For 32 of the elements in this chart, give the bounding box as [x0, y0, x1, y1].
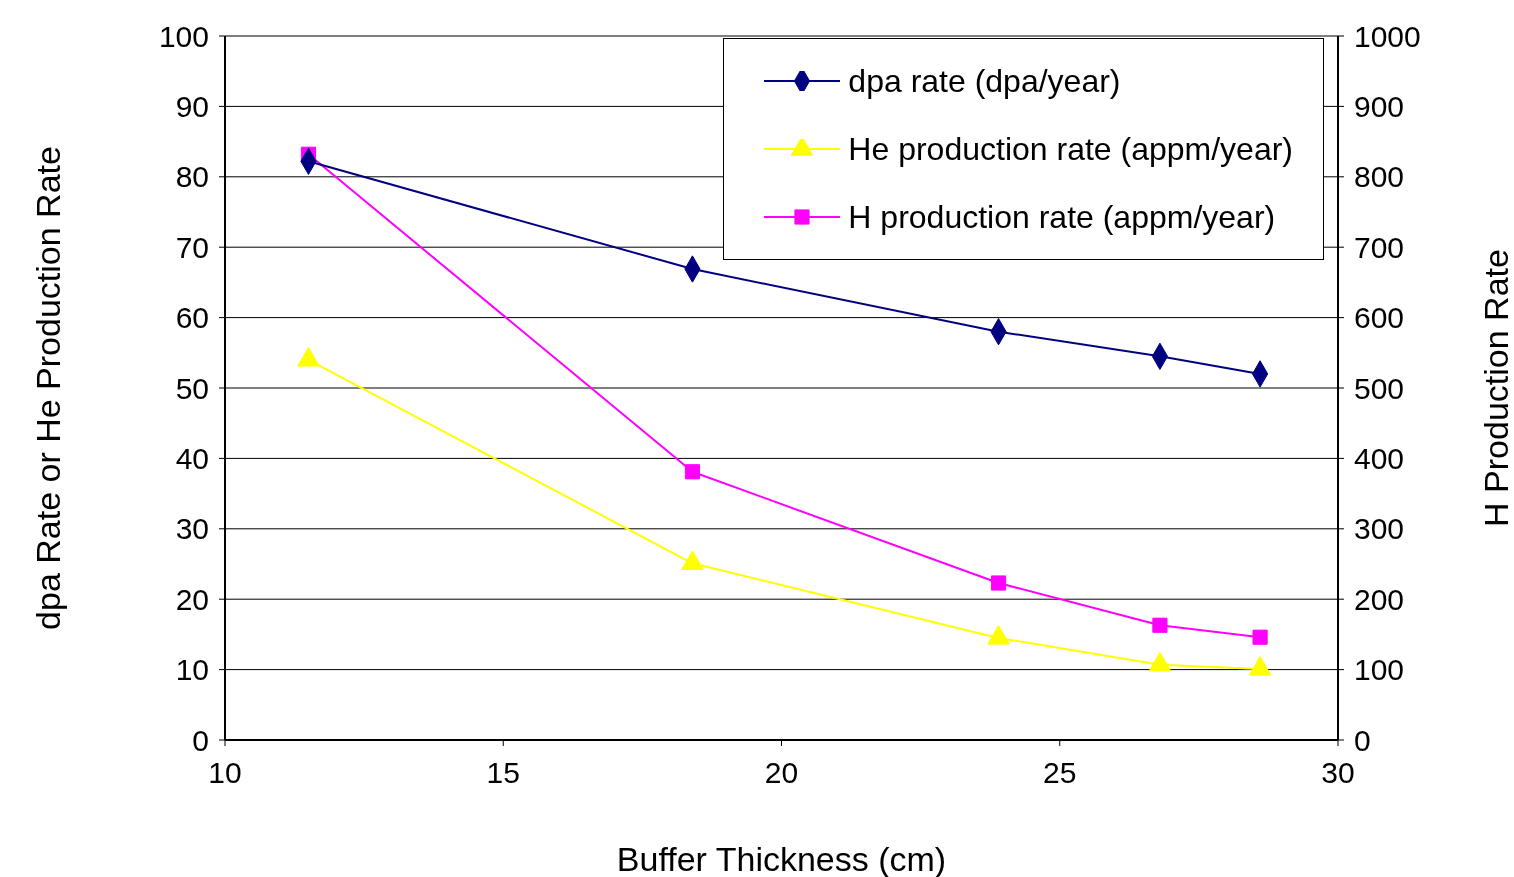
y2-tick-label: 200 — [1354, 582, 1405, 616]
y-tick-label: 20 — [175, 582, 209, 616]
y2-tick-label: 800 — [1354, 160, 1405, 194]
y2-tick-label: 1000 — [1354, 19, 1421, 53]
y2-tick-label: 400 — [1354, 442, 1405, 476]
x-tick-label: 10 — [208, 756, 242, 790]
y-axis-title: dpa Rate or He Production Rate — [28, 145, 68, 632]
y2-tick-label: 900 — [1354, 90, 1405, 124]
x-tick-label: 25 — [1043, 756, 1077, 790]
y-tick-label: 30 — [175, 512, 209, 546]
y2-tick-label: 600 — [1354, 301, 1405, 335]
x-tick-label: 20 — [764, 756, 799, 790]
y2-tick-label: 500 — [1354, 371, 1405, 405]
legend-label: H production rate (appm/year) — [848, 198, 1276, 236]
y2-tick-label: 700 — [1354, 230, 1405, 264]
y-tick-label: 80 — [175, 160, 209, 194]
y-tick-label: 40 — [175, 442, 209, 476]
legend-label: dpa rate (dpa/year) — [848, 62, 1121, 100]
y-tick-label: 90 — [175, 90, 209, 124]
legend-label: He production rate (appm/year) — [848, 130, 1293, 168]
y-tick-label: 50 — [175, 371, 209, 405]
y-tick-label: 70 — [175, 230, 209, 264]
y-tick-label: 100 — [158, 19, 209, 53]
y2-tick-label: 300 — [1354, 512, 1405, 546]
y-tick-label: 60 — [175, 301, 209, 335]
y2-tick-label: 100 — [1354, 653, 1405, 687]
y-tick-label: 0 — [192, 723, 209, 757]
y-tick-label: 10 — [175, 653, 209, 687]
x-tick-label: 30 — [1321, 756, 1355, 790]
y2-tick-label: 0 — [1354, 723, 1371, 757]
x-tick-label: 15 — [486, 756, 520, 790]
y2-axis-title: H Production Rate — [1476, 248, 1514, 529]
